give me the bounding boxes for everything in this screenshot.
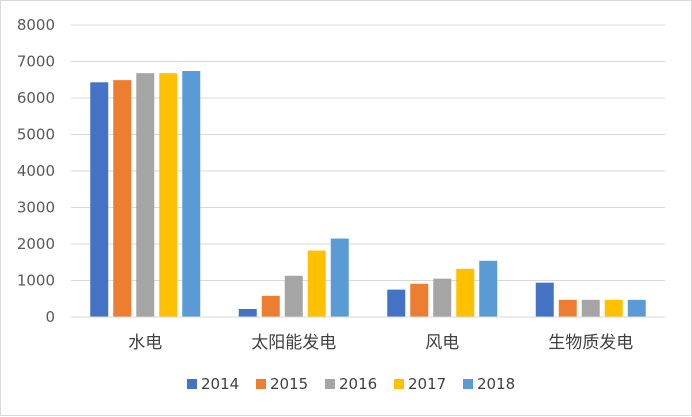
bar-2016-1 <box>284 275 303 317</box>
y-axis-ticks: 0 1000 2000 3000 4000 5000 6000 7000 8000 <box>17 16 55 326</box>
bar-2018-1 <box>330 238 349 317</box>
legend-swatch-2014 <box>187 379 197 389</box>
x-category-label: 太阳能发电 <box>251 333 336 353</box>
y-tick-label: 3000 <box>17 199 55 217</box>
bar-2017-0 <box>159 73 178 318</box>
bar-2016-0 <box>136 73 155 318</box>
y-tick-label: 2000 <box>17 235 55 253</box>
bar-2014-3 <box>535 282 554 317</box>
legend-label: 2016 <box>339 375 377 393</box>
x-category-label: 生物质发电 <box>548 333 633 353</box>
legend: 2014 2015 2016 2017 2018 <box>187 375 515 393</box>
bar-2015-2 <box>410 283 429 317</box>
bar-2015-3 <box>558 299 577 317</box>
legend-swatch-2015 <box>256 379 266 389</box>
y-tick-label: 6000 <box>17 89 55 107</box>
y-tick-label: 4000 <box>17 162 55 180</box>
legend-swatch-2017 <box>394 379 404 389</box>
bar-2015-0 <box>113 80 132 318</box>
bar-2016-3 <box>581 299 600 317</box>
bar-2014-2 <box>387 289 406 317</box>
bar-2018-0 <box>182 70 201 318</box>
legend-label: 2014 <box>201 375 239 393</box>
bar-2017-1 <box>307 250 326 317</box>
y-tick-label: 8000 <box>17 16 55 34</box>
x-axis-categories: 水电 太阳能发电 风电 生物质发电 <box>128 333 633 353</box>
bar-2017-2 <box>456 268 475 317</box>
legend-label: 2015 <box>270 375 308 393</box>
legend-swatch-2018 <box>463 379 473 389</box>
bar-2014-0 <box>90 82 109 318</box>
bar-2017-3 <box>604 299 623 317</box>
x-category-label: 水电 <box>128 333 162 353</box>
legend-label: 2018 <box>477 375 515 393</box>
bars <box>90 70 646 318</box>
bar-2018-3 <box>627 299 646 317</box>
bar-2018-2 <box>479 260 498 317</box>
legend-label: 2017 <box>408 375 446 393</box>
y-tick-label: 0 <box>45 308 55 326</box>
x-category-label: 风电 <box>425 333 459 353</box>
bar-2014-1 <box>238 308 257 317</box>
bar-2015-1 <box>261 295 280 317</box>
legend-swatch-2016 <box>325 379 335 389</box>
y-tick-label: 5000 <box>17 126 55 144</box>
y-tick-label: 1000 <box>17 272 55 290</box>
y-tick-label: 7000 <box>17 53 55 71</box>
bar-2016-2 <box>433 278 452 317</box>
